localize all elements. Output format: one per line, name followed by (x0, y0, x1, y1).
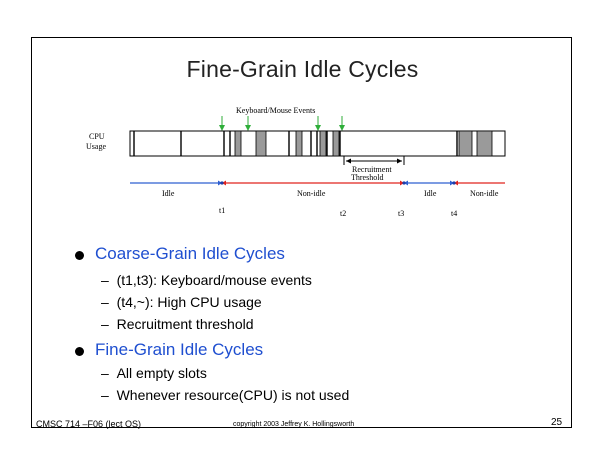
bullet-text: Coarse-Grain Idle Cycles (95, 244, 285, 263)
footer-copyright: copyright 2003 Jeffrey K. Hollingsworth (233, 421, 355, 428)
event-arrow (315, 116, 321, 131)
sub-bullet: – All empty slots (101, 365, 207, 381)
boundary-dot (220, 181, 224, 185)
slide-title: Fine-Grain Idle Cycles (186, 56, 419, 82)
sub-bullet-text: All empty slots (116, 365, 207, 381)
boundary-dot (452, 181, 456, 185)
time-label-t3: t3 (398, 209, 404, 218)
segment-label-non-idle: Non-idle (297, 189, 326, 198)
cpu-busy-block (234, 130, 242, 157)
segment-arrowhead (450, 180, 454, 186)
sub-bullet: – Recruitment threshold (101, 316, 254, 332)
event-arrow (245, 116, 251, 131)
event-arrows (219, 116, 345, 131)
time-label-t1: t1 (219, 206, 225, 215)
cpu-busy-blocks (234, 130, 493, 157)
sub-bullet-text: (t1,t3): Keyboard/mouse events (116, 272, 312, 288)
segment-arrowhead (404, 180, 408, 186)
dash: – (101, 294, 117, 310)
events-label: Keyboard/Mouse Events (236, 106, 315, 115)
dash: – (101, 316, 117, 332)
segment-arrowhead (400, 180, 404, 186)
event-arrow (219, 116, 225, 131)
segment-arrowhead (222, 180, 226, 186)
cpu-usage-label-line2: Usage (86, 142, 106, 151)
dash: – (101, 365, 117, 381)
cpu-busy-block (255, 130, 267, 157)
cpu-busy-block (332, 130, 340, 157)
sub-bullet: – Whenever resource(CPU) is not used (101, 387, 349, 403)
cpu-spikes (133, 131, 458, 156)
slide-frame (31, 37, 572, 428)
segment-arrowhead (454, 180, 458, 186)
bullet-text: Fine-Grain Idle Cycles (95, 340, 264, 359)
dash: – (101, 387, 117, 403)
segment-arrowhead (218, 180, 222, 186)
threshold-label-line2: Threshold (351, 173, 383, 182)
segment-label-non-idle: Non-idle (470, 189, 499, 198)
time-label-t2: t2 (340, 209, 346, 218)
cpu-busy-block (295, 130, 303, 157)
idle-timeline (130, 180, 505, 186)
recruitment-threshold-bracket (343, 156, 405, 165)
segment-label-idle: Idle (424, 189, 437, 198)
time-label-t4: t4 (451, 209, 457, 218)
bullet-dot (75, 251, 84, 260)
event-arrow (339, 116, 345, 131)
dash: – (101, 272, 117, 288)
sub-bullet-text: Recruitment threshold (116, 316, 254, 332)
boundary-dot (402, 181, 406, 185)
threshold-label-line1: Recruitment (352, 165, 392, 174)
sub-bullet: – (t1,t3): Keyboard/mouse events (101, 272, 312, 288)
sub-bullet: – (t4,~): High CPU usage (101, 294, 262, 310)
page-number: 25 (551, 417, 563, 428)
bullet-dot (75, 347, 84, 356)
footer-course: CMSC 714 –F06 (lect OS) (36, 419, 142, 429)
sub-bullet-text: (t4,~): High CPU usage (116, 294, 262, 310)
cpu-busy-block (458, 130, 473, 157)
cpu-busy-block (319, 130, 327, 157)
sub-bullet-text: Whenever resource(CPU) is not used (116, 387, 350, 403)
cpu-usage-label-line1: CPU (89, 132, 105, 141)
cpu-busy-block (476, 130, 493, 157)
segment-label-idle: Idle (162, 189, 175, 198)
